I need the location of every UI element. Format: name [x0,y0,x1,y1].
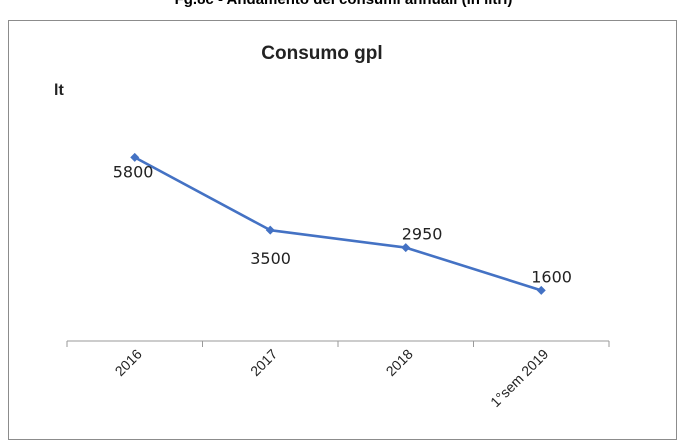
x-tick-label: 1°sem 2019 [487,346,551,410]
y-axis-label: lt [54,82,64,99]
x-axis [66,340,610,347]
data-label: 5800 [113,162,154,181]
data-label: 1600 [531,267,572,286]
figure-caption: Fg.8c - Andamento dei consumi annuali (i… [0,0,687,8]
x-tick-label-layer: 2016 2017 2018 1°sem 2019 [112,346,552,410]
data-point-marker [265,225,275,235]
data-label-layer: 5800 3500 2950 1600 [113,162,572,286]
x-tick-label: 2018 [383,346,416,379]
data-point-marker [536,285,546,295]
data-point-marker [130,152,140,162]
data-point-marker [401,243,411,253]
chart-title: Consumo gpl [261,43,382,64]
data-label: 2950 [402,225,443,244]
chart-frame: Consumo gpl lt 5800 3500 2950 1600 2016 2017… [8,20,677,440]
x-tick-label: 2017 [247,346,280,379]
series-layer [130,152,546,295]
series-line [134,156,542,292]
data-label: 3500 [250,249,291,268]
line-chart: Consumo gpl lt 5800 3500 2950 1600 2016 2017… [54,43,610,410]
x-tick-label: 2016 [112,346,145,379]
